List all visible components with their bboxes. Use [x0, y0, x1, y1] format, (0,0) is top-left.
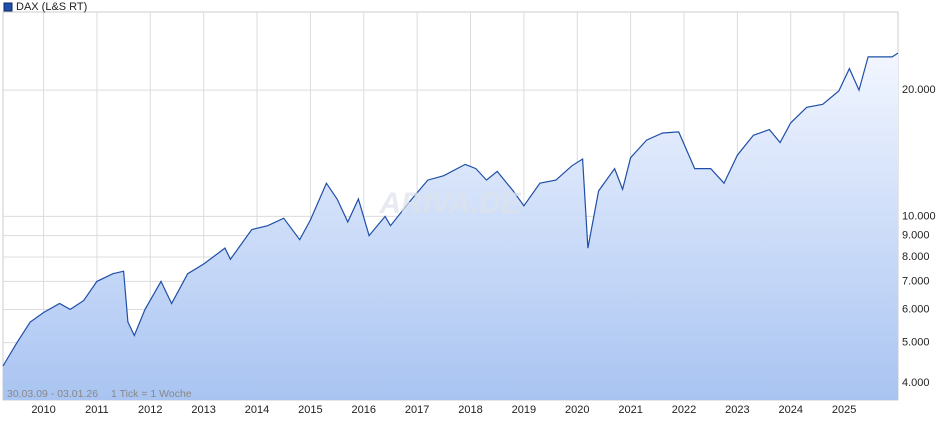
x-tick-label: 2023: [725, 404, 749, 416]
x-tick-label: 2025: [832, 404, 856, 416]
y-tick-label: 7.000: [902, 275, 930, 287]
y-tick-label: 5.000: [902, 337, 930, 349]
y-tick-label: 8.000: [902, 251, 930, 263]
x-tick-label: 2018: [458, 404, 482, 416]
x-tick-label: 2015: [298, 404, 322, 416]
x-tick-label: 2011: [85, 404, 109, 416]
x-tick-label: 2010: [31, 404, 55, 416]
x-tick-label: 2012: [138, 404, 162, 416]
y-tick-label: 10.000: [902, 210, 936, 222]
x-tick-label: 2014: [245, 404, 269, 416]
x-tick-label: 2020: [565, 404, 589, 416]
watermark: ARIVA.DE: [378, 187, 521, 220]
y-tick-label: 9.000: [902, 229, 930, 241]
x-tick-label: 2013: [191, 404, 215, 416]
x-tick-label: 2021: [618, 404, 642, 416]
line: [2, 52, 899, 367]
x-tick-label: 2019: [512, 404, 536, 416]
y-tick-label: 4.000: [902, 377, 930, 389]
area: [3, 53, 898, 400]
y-tick-label: 20.000: [902, 84, 936, 96]
x-tick-label: 2017: [405, 404, 429, 416]
y-tick-label: 6.000: [902, 303, 930, 315]
tick-note: 1 Tick = 1 Woche: [111, 388, 192, 400]
legend-label: DAX (L&S RT): [16, 1, 87, 13]
date-range: 30.03.09 - 03.01.26: [7, 388, 98, 400]
legend-swatch: [3, 2, 13, 12]
x-tick-label: 2024: [778, 404, 802, 416]
x-tick-label: 2022: [672, 404, 696, 416]
x-tick-label: 2016: [352, 404, 376, 416]
